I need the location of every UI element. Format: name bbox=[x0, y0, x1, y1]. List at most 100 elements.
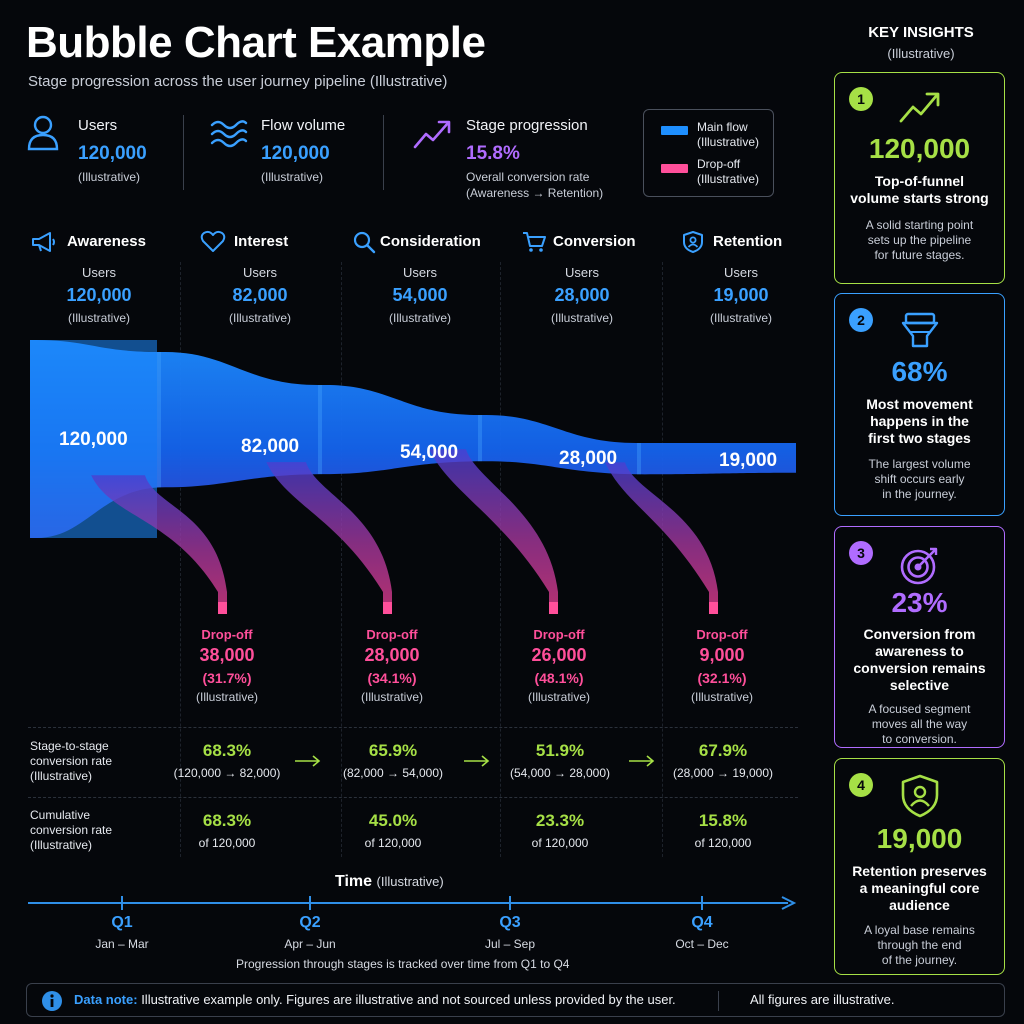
insight-value: 19,000 bbox=[876, 823, 963, 854]
kpi-divider bbox=[383, 115, 384, 190]
dropoff-ribbon-1 bbox=[91, 475, 228, 612]
insight-card-1: 1 120,000 Top-of-funnel volume starts str… bbox=[834, 72, 1005, 284]
stage-rate-3: 51.9% (54,000 → 28,000) bbox=[509, 741, 611, 780]
column-guide bbox=[180, 262, 181, 857]
insight-value: 68% bbox=[891, 356, 948, 387]
dropoff-label-3: Drop-off 26,000 (48.1%) (Illustrative) bbox=[527, 627, 590, 704]
page-title: Bubble Chart Example bbox=[26, 18, 486, 67]
stage-users-interest: Users 82,000 (Illustrative) bbox=[228, 265, 291, 325]
shield-user-icon bbox=[683, 231, 703, 253]
kpi-note: Overall conversion rate bbox=[466, 170, 590, 184]
column-guide bbox=[500, 262, 501, 857]
shield-user-icon bbox=[901, 774, 938, 818]
insight-card-4: 4 19,000 Retention preserves a meaningful… bbox=[834, 758, 1005, 975]
stage-users-awareness: Users 120,000 (Illustrative) bbox=[66, 265, 132, 325]
insight-description: A focused segment moves all the way to con… bbox=[868, 702, 971, 746]
arrow-right-icon bbox=[295, 755, 321, 767]
trend-up-icon bbox=[899, 92, 939, 123]
flow-block-retention bbox=[637, 443, 641, 475]
kpi-value: 120,000 bbox=[78, 143, 147, 164]
data-note-right: All figures are illustrative. bbox=[750, 992, 895, 1007]
page-subtitle: Stage progression across the user journe… bbox=[28, 73, 448, 90]
chart-legend: Main flow (Illustrative) Drop-off (Illustr… bbox=[643, 109, 774, 197]
dropoff-end-1 bbox=[218, 602, 227, 614]
insight-value: 23% bbox=[891, 587, 948, 618]
stage-users-consideration: Users 54,000 (Illustrative) bbox=[388, 265, 451, 325]
timeline-caption: Progression through stages is tracked ov… bbox=[236, 957, 570, 971]
dropoff-label-1: Drop-off 38,000 (31.7%) (Illustrative) bbox=[195, 627, 258, 704]
kpi-label: Stage progression bbox=[466, 117, 588, 134]
insight-value: 120,000 bbox=[868, 133, 971, 164]
funnel-icon bbox=[901, 312, 938, 348]
dropoff-label-2: Drop-off 28,000 (34.1%) (Illustrative) bbox=[360, 627, 423, 704]
flow-label-retention: 19,000 bbox=[719, 450, 778, 471]
kpi-note: (Awareness → Retention) bbox=[466, 186, 604, 200]
cumulative-rate-3: 23.3% of 120,000 bbox=[531, 811, 589, 850]
insight-description: A solid starting point sets up the pipeli… bbox=[865, 218, 974, 262]
user-icon bbox=[27, 115, 59, 151]
dropoff-end-4 bbox=[709, 602, 718, 614]
cart-icon bbox=[523, 232, 546, 252]
info-icon bbox=[42, 991, 62, 1011]
insight-heading: Most movement happens in the first two sta… bbox=[866, 396, 973, 446]
megaphone-icon bbox=[32, 232, 55, 252]
row-divider bbox=[28, 727, 798, 728]
stage-users-conversion: Users 28,000 (Illustrative) bbox=[550, 265, 613, 325]
quarter-q4: Q4 Oct – Dec bbox=[675, 914, 729, 951]
insight-description: A loyal base remains through the end of th… bbox=[864, 923, 975, 967]
cumulative-rate-1: 68.3% of 120,000 bbox=[198, 811, 256, 850]
legend-drop-off: Drop-off (Illustrative) bbox=[697, 157, 760, 186]
insight-description: The largest volume shift occurs early in t… bbox=[868, 457, 971, 501]
data-note-text: Data note: Illustrative example only. Fi… bbox=[74, 992, 676, 1007]
flow-block-interest bbox=[157, 352, 161, 488]
legend-swatch-drop-off bbox=[661, 164, 688, 173]
quarter-q2: Q2 Apr – Jun bbox=[284, 914, 336, 951]
waves-icon bbox=[210, 120, 248, 148]
kpi-note: (Illustrative) bbox=[261, 170, 324, 184]
kpi-divider bbox=[183, 115, 184, 190]
dropoff-end-3 bbox=[549, 602, 558, 614]
insight-badge: 4 bbox=[849, 773, 873, 797]
time-axis bbox=[28, 896, 797, 910]
time-axis-title: Time (Illustrative) bbox=[335, 873, 444, 890]
flow-chart bbox=[30, 340, 796, 614]
flow-label-conversion: 28,000 bbox=[559, 448, 618, 469]
kpi-label: Users bbox=[78, 117, 118, 134]
kpi-note: (Illustrative) bbox=[78, 170, 141, 184]
flow-label-awareness: 120,000 bbox=[59, 429, 128, 450]
column-guide bbox=[662, 262, 663, 857]
stage-name: Interest bbox=[234, 233, 289, 250]
kpi-value: 15.8% bbox=[466, 143, 520, 164]
arrow-right-icon bbox=[629, 755, 655, 767]
flow-label-consideration: 54,000 bbox=[400, 442, 459, 463]
legend-swatch-main-flow bbox=[661, 126, 688, 135]
flow-block-conversion bbox=[478, 415, 482, 462]
quarter-q1: Q1 Jan – Mar bbox=[95, 914, 149, 951]
dropoff-ribbon-4 bbox=[605, 462, 718, 612]
dropoff-ribbon-3 bbox=[429, 449, 558, 612]
dropoff-ribbon-2 bbox=[266, 462, 392, 612]
insight-card-2: 2 68% Most movement happens in the first t… bbox=[834, 293, 1005, 516]
cumulative-rate-row-label: Cumulative conversion rate (Illustrative) bbox=[30, 808, 113, 852]
kpi-value: 120,000 bbox=[261, 143, 330, 164]
flow-layer bbox=[30, 340, 796, 614]
heart-icon bbox=[200, 230, 226, 252]
stage-name: Conversion bbox=[553, 233, 636, 250]
dropoff-label-4: Drop-off 9,000 (32.1%) (Illustrative) bbox=[690, 627, 753, 704]
row-divider bbox=[28, 797, 798, 798]
stage-rate-4: 67.9% (28,000 → 19,000) bbox=[672, 741, 774, 780]
stage-name: Retention bbox=[713, 233, 783, 250]
stage-rate-2: 65.9% (82,000 → 54,000) bbox=[342, 741, 444, 780]
main-flow-band bbox=[30, 340, 796, 538]
stage-rate-1: 68.3% (120,000 → 82,000) bbox=[173, 741, 281, 780]
footer-divider bbox=[718, 991, 719, 1011]
flow-label-interest: 82,000 bbox=[241, 436, 300, 457]
stage-rate-row-label: Stage-to-stage conversion rate (Illustrati… bbox=[30, 739, 113, 783]
search-icon bbox=[353, 231, 376, 254]
insights-header: KEY INSIGHTS (Illustrative) bbox=[868, 24, 974, 61]
target-icon bbox=[900, 547, 937, 585]
insight-heading: Retention preserves a meaningful core audi… bbox=[852, 863, 987, 913]
insight-badge: 3 bbox=[849, 541, 873, 565]
trend-up-icon bbox=[413, 120, 451, 149]
insight-badge: 2 bbox=[849, 308, 873, 332]
